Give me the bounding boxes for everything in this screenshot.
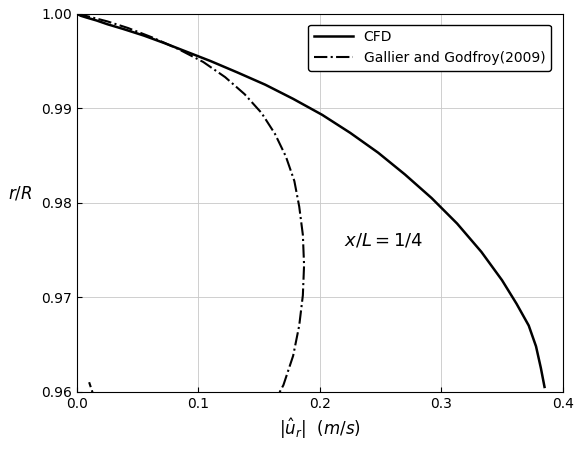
CFD: [525, 323, 532, 328]
CFD: [73, 11, 80, 17]
Gallier and Godfroy(2009): [258, 110, 265, 116]
Y-axis label: $r/R$: $r/R$: [8, 185, 33, 203]
CFD: [77, 13, 84, 18]
Gallier and Godfroy(2009): [265, 410, 272, 415]
CFD: [161, 40, 168, 46]
X-axis label: $|\hat{u}_{r}|$  $(m/s)$: $|\hat{u}_{r}|$ $(m/s)$: [279, 416, 361, 440]
Gallier and Godfroy(2009): [246, 434, 253, 440]
CFD: [428, 195, 435, 201]
CFD: [140, 33, 147, 38]
CFD: [537, 365, 544, 371]
Gallier and Godfroy(2009): [282, 154, 289, 159]
CFD: [83, 15, 90, 20]
Gallier and Godfroy(2009): [271, 131, 278, 136]
Gallier and Godfroy(2009): [300, 262, 307, 268]
Gallier and Godfroy(2009): [296, 323, 303, 328]
Line: CFD: CFD: [77, 14, 545, 387]
Gallier and Godfroy(2009): [290, 353, 297, 358]
Gallier and Godfroy(2009): [125, 25, 132, 31]
CFD: [290, 96, 297, 101]
CFD: [541, 384, 548, 390]
Gallier and Godfroy(2009): [299, 293, 306, 298]
Gallier and Godfroy(2009): [149, 35, 156, 40]
Gallier and Godfroy(2009): [200, 59, 207, 65]
Line: Gallier and Godfroy(2009): Gallier and Godfroy(2009): [77, 14, 304, 449]
CFD: [453, 221, 460, 226]
Gallier and Godfroy(2009): [280, 383, 287, 388]
Gallier and Godfroy(2009): [291, 178, 298, 184]
CFD: [207, 58, 214, 64]
CFD: [104, 22, 111, 27]
CFD: [93, 18, 100, 23]
CFD: [375, 150, 382, 155]
CFD: [234, 70, 241, 75]
CFD: [499, 277, 506, 283]
Text: $x/L = 1/4$: $x/L = 1/4$: [344, 231, 424, 249]
Gallier and Godfroy(2009): [296, 204, 303, 209]
CFD: [478, 249, 485, 255]
Legend: CFD, Gallier and Godfroy(2009): CFD, Gallier and Godfroy(2009): [308, 25, 551, 70]
CFD: [347, 130, 354, 136]
CFD: [533, 343, 540, 349]
CFD: [319, 112, 326, 118]
CFD: [262, 82, 269, 88]
Gallier and Godfroy(2009): [86, 14, 93, 19]
Gallier and Godfroy(2009): [73, 11, 80, 17]
Gallier and Godfroy(2009): [174, 46, 181, 52]
Gallier and Godfroy(2009): [222, 75, 229, 80]
CFD: [402, 172, 409, 177]
CFD: [120, 26, 127, 31]
Gallier and Godfroy(2009): [86, 379, 93, 385]
Gallier and Godfroy(2009): [299, 232, 306, 238]
CFD: [183, 49, 190, 54]
CFD: [513, 301, 520, 307]
Gallier and Godfroy(2009): [104, 19, 111, 24]
Gallier and Godfroy(2009): [241, 92, 248, 97]
